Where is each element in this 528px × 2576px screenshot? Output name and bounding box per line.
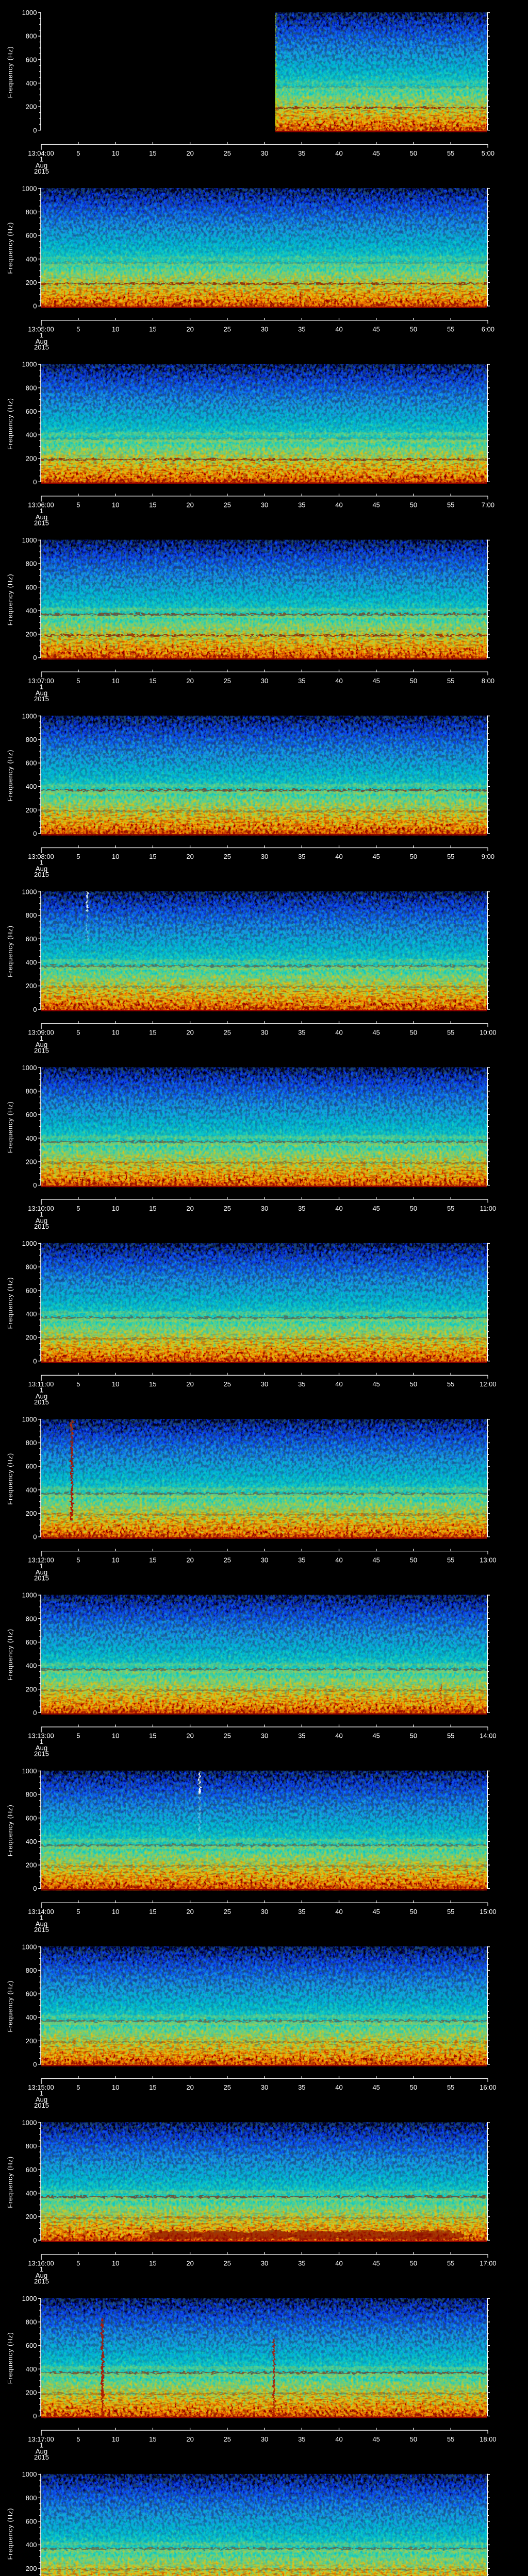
svg-text:14:00: 14:00 <box>480 1732 497 1740</box>
svg-text:18:00: 18:00 <box>480 2435 497 2443</box>
svg-text:17:00: 17:00 <box>480 2260 497 2267</box>
svg-text:10:00: 10:00 <box>480 1028 497 1036</box>
svg-text:13:04:00: 13:04:00 <box>28 149 54 157</box>
svg-text:8:00: 8:00 <box>482 677 494 685</box>
svg-text:15:00: 15:00 <box>480 1908 497 1916</box>
svg-text:16:00: 16:00 <box>480 2083 497 2091</box>
svg-text:12:00: 12:00 <box>480 1380 497 1388</box>
svg-text:13:08:00: 13:08:00 <box>28 853 54 860</box>
svg-text:6:00: 6:00 <box>482 325 494 333</box>
svg-text:13:14:00: 13:14:00 <box>28 1908 54 1916</box>
svg-text:7:00: 7:00 <box>482 501 494 509</box>
svg-text:13:15:00: 13:15:00 <box>28 2083 54 2091</box>
svg-text:9:00: 9:00 <box>482 853 494 860</box>
svg-text:13:00: 13:00 <box>480 1556 497 1564</box>
svg-text:13:06:00: 13:06:00 <box>28 501 54 509</box>
svg-text:13:12:00: 13:12:00 <box>28 1556 54 1564</box>
svg-text:13:10:00: 13:10:00 <box>28 1205 54 1212</box>
svg-text:5:00: 5:00 <box>482 149 494 157</box>
svg-text:13:11:00: 13:11:00 <box>28 1380 54 1388</box>
svg-text:13:13:00: 13:13:00 <box>28 1732 54 1740</box>
svg-text:13:17:00: 13:17:00 <box>28 2435 54 2443</box>
svg-text:13:16:00: 13:16:00 <box>28 2260 54 2267</box>
svg-text:13:09:00: 13:09:00 <box>28 1028 54 1036</box>
svg-text:13:07:00: 13:07:00 <box>28 677 54 685</box>
svg-text:11:00: 11:00 <box>480 1205 497 1212</box>
svg-text:13:05:00: 13:05:00 <box>28 325 54 333</box>
